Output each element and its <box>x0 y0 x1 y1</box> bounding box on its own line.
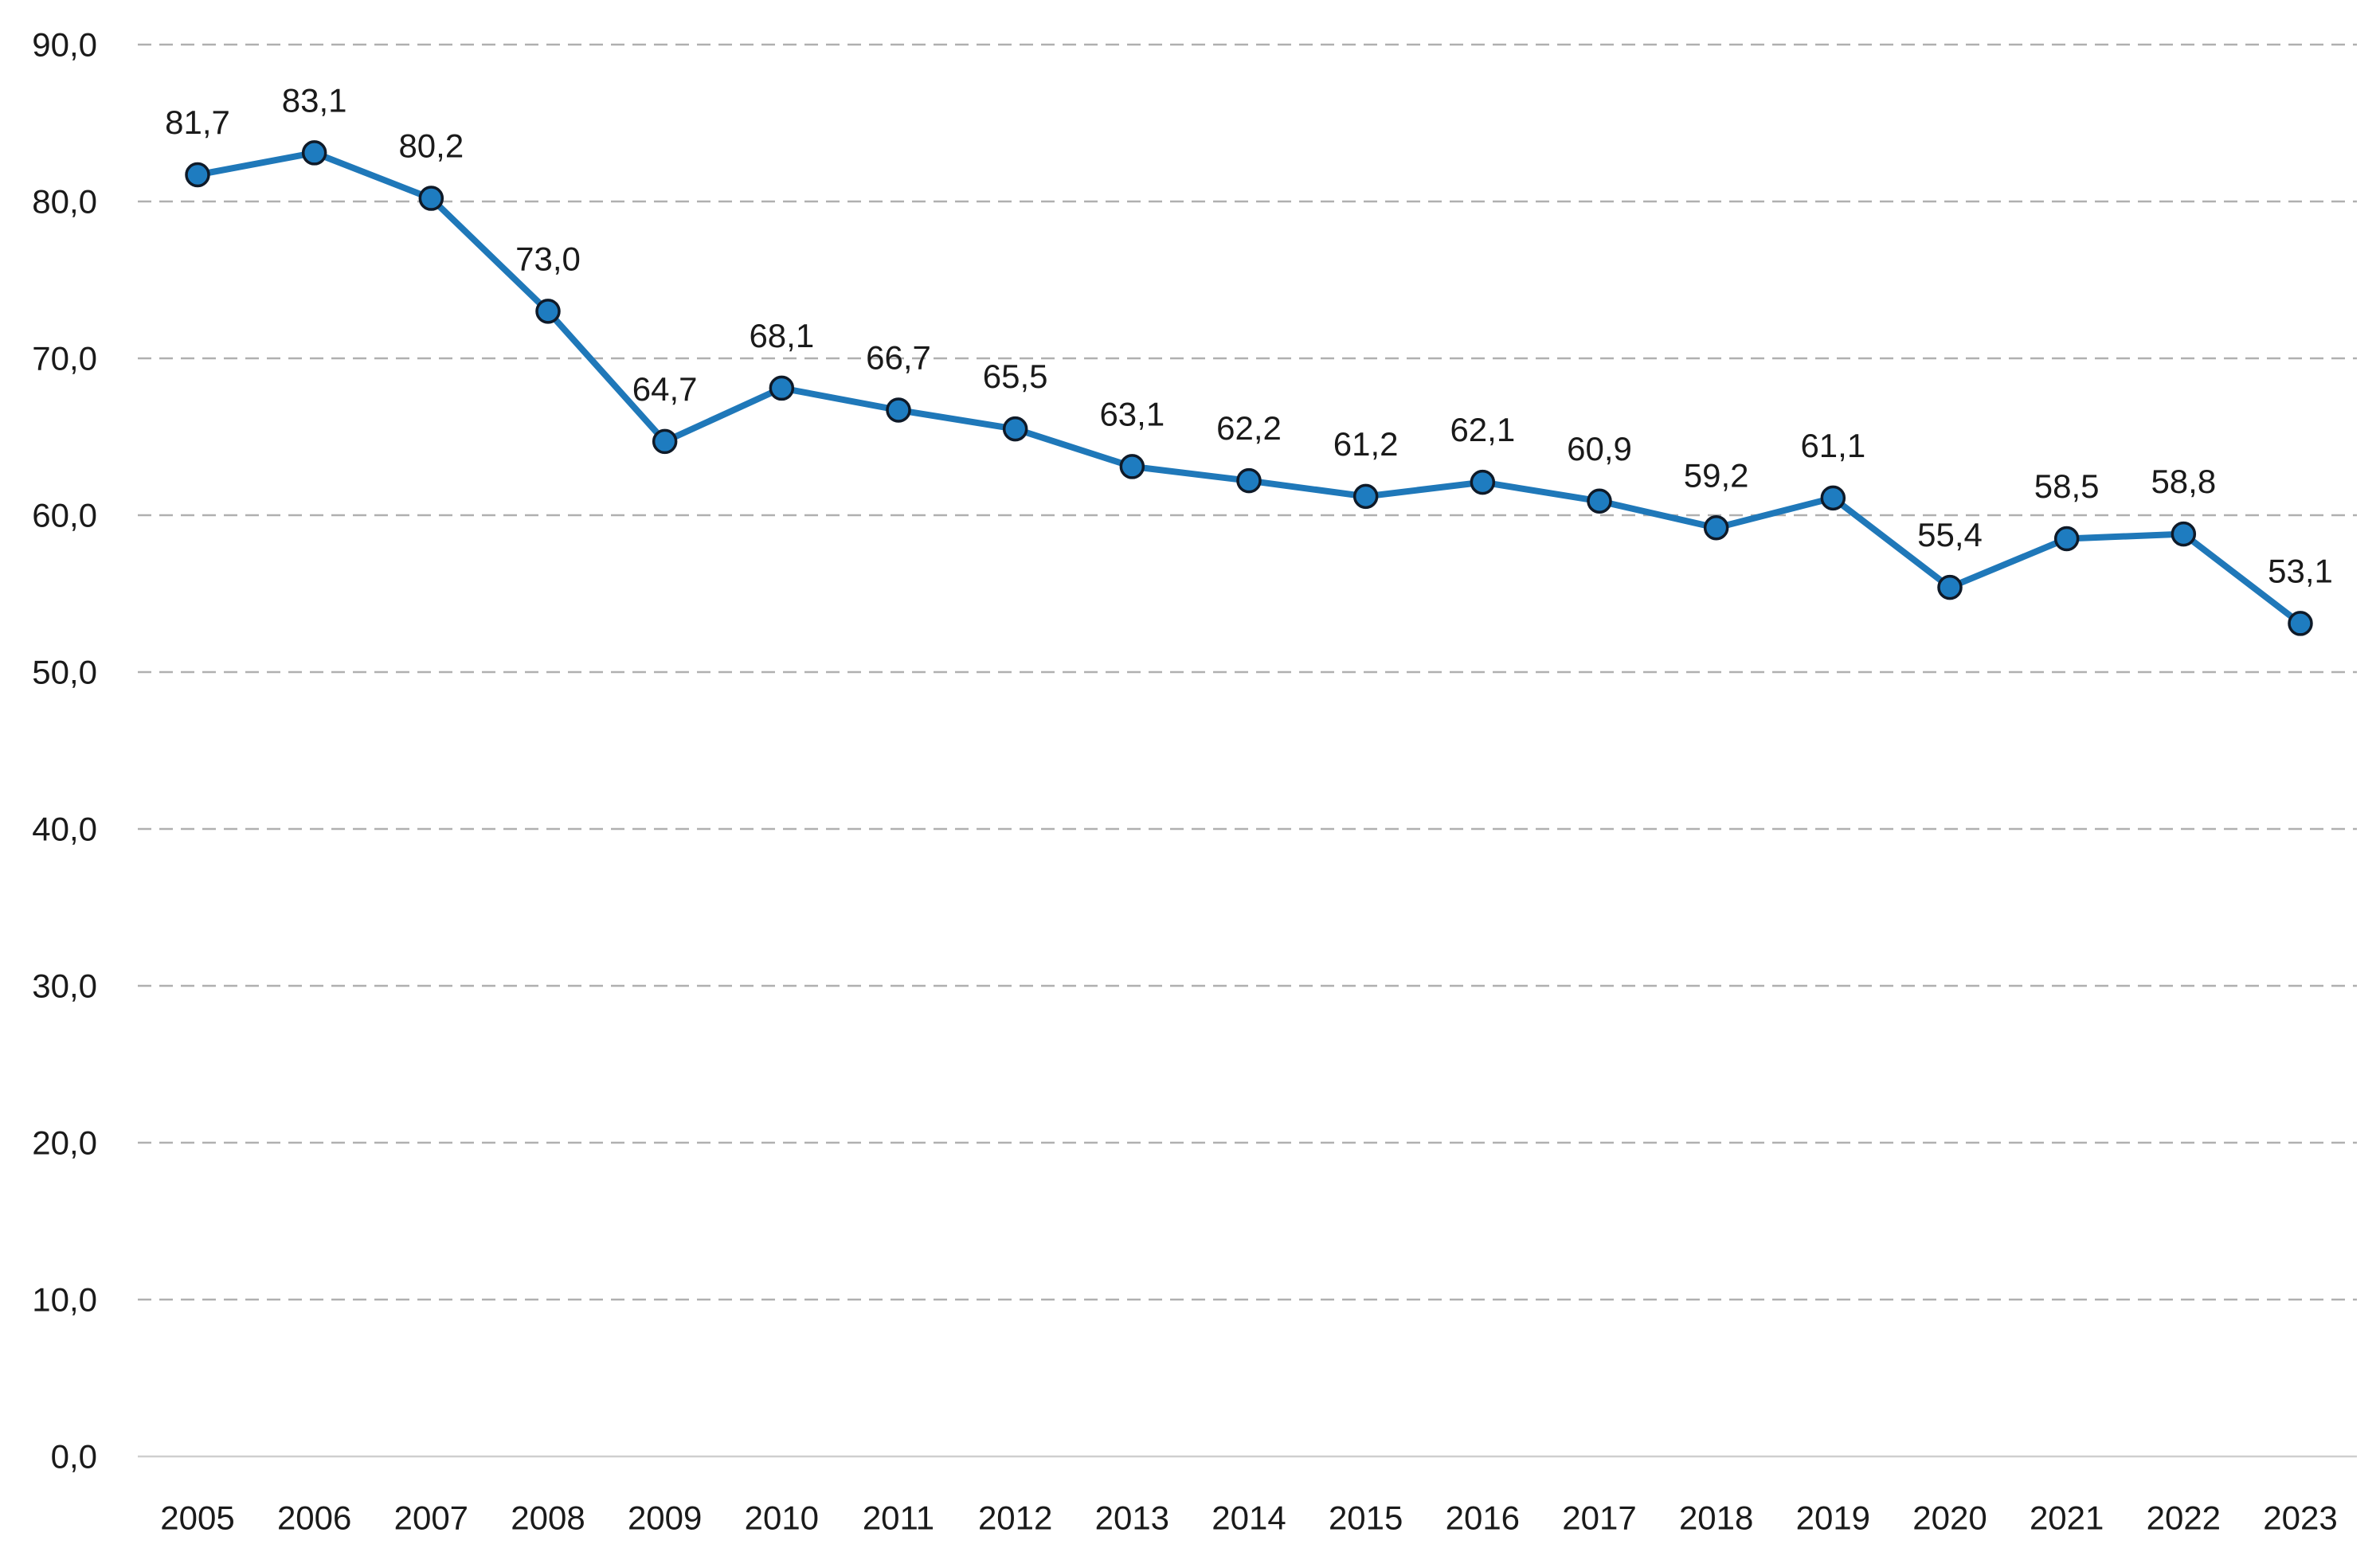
x-tick-label: 2010 <box>745 1499 819 1537</box>
x-tick-label: 2011 <box>863 1499 934 1537</box>
data-point <box>1352 483 1379 510</box>
data-label: 53,1 <box>2268 552 2333 589</box>
x-tick-label: 2018 <box>1679 1499 1753 1537</box>
data-label: 64,7 <box>632 370 698 408</box>
y-tick-label: 20,0 <box>32 1124 97 1162</box>
gridlines <box>138 43 2357 1458</box>
x-tick-label: 2015 <box>1329 1499 1403 1537</box>
x-tick-label: 2014 <box>1212 1499 1286 1537</box>
y-tick-label: 90,0 <box>32 26 97 64</box>
data-label: 60,9 <box>1567 430 1632 467</box>
data-point <box>301 140 327 166</box>
data-label: 58,8 <box>2151 463 2216 500</box>
data-label: 80,2 <box>398 127 464 165</box>
data-label: 73,0 <box>515 240 581 277</box>
x-tick-label: 2005 <box>160 1499 234 1537</box>
data-point <box>886 397 911 423</box>
data-point <box>2171 521 2197 547</box>
data-point <box>2053 526 2080 552</box>
y-tick-label: 0,0 <box>51 1438 97 1476</box>
data-label: 61,2 <box>1333 425 1399 463</box>
data-label: 59,2 <box>1684 456 1749 494</box>
data-point <box>1587 488 1612 514</box>
data-markers <box>185 140 2313 636</box>
data-point <box>1937 574 1963 600</box>
data-point <box>185 162 210 188</box>
data-value-labels: 81,7 83,1 80,2 73,0 64,7 68,1 66,7 65,5 63,1 62,2… <box>165 81 2333 589</box>
y-axis-tick-labels: 0,0 10,0 20,0 30,0 40,0 50,0 60,0 70,0 80,0 90,0 <box>32 26 97 1476</box>
x-tick-label: 2020 <box>1912 1499 1987 1537</box>
data-label: 58,5 <box>2034 467 2100 505</box>
series-line <box>194 149 2304 627</box>
data-point <box>535 299 561 324</box>
data-point <box>1119 454 1145 479</box>
data-label: 61,1 <box>1800 427 1865 464</box>
data-label: 81,7 <box>165 104 230 141</box>
x-tick-label: 2019 <box>1796 1499 1870 1537</box>
y-tick-label: 80,0 <box>32 183 97 221</box>
data-label: 62,2 <box>1216 409 1282 447</box>
data-point <box>769 375 795 401</box>
data-label: 68,1 <box>749 317 814 354</box>
y-tick-label: 10,0 <box>32 1281 97 1319</box>
x-tick-label: 2008 <box>511 1499 585 1537</box>
y-tick-label: 30,0 <box>32 968 97 1005</box>
y-tick-label: 70,0 <box>32 340 97 377</box>
data-point <box>1236 467 1262 494</box>
data-label: 66,7 <box>866 339 931 377</box>
data-series <box>194 149 2304 627</box>
y-tick-label: 60,0 <box>32 497 97 534</box>
data-point <box>652 428 678 455</box>
data-label: 65,5 <box>983 358 1048 395</box>
x-tick-label: 2017 <box>1562 1499 1636 1537</box>
data-label: 62,1 <box>1450 411 1515 448</box>
x-tick-label: 2012 <box>978 1499 1052 1537</box>
data-label: 63,1 <box>1099 395 1165 432</box>
x-tick-label: 2021 <box>2030 1499 2104 1537</box>
data-point <box>1470 469 1496 495</box>
data-point <box>1002 416 1028 442</box>
data-point <box>1820 485 1846 511</box>
data-label: 83,1 <box>282 81 347 119</box>
y-tick-label: 40,0 <box>32 811 97 848</box>
data-label: 55,4 <box>1917 516 1983 553</box>
y-tick-label: 50,0 <box>32 654 97 691</box>
x-tick-label: 2023 <box>2263 1499 2337 1537</box>
data-point <box>2288 611 2313 636</box>
data-point <box>1703 515 1729 541</box>
x-tick-label: 2009 <box>628 1499 702 1537</box>
x-tick-label: 2006 <box>277 1499 351 1537</box>
data-point <box>418 186 444 211</box>
x-tick-label: 2013 <box>1095 1499 1169 1537</box>
x-tick-label: 2016 <box>1446 1499 1520 1537</box>
x-axis-tick-labels: 2005 2006 2007 2008 2009 2010 2011 2012 2013 2014… <box>160 1499 2337 1537</box>
x-tick-label: 2022 <box>2147 1499 2221 1537</box>
x-tick-label: 2007 <box>394 1499 468 1537</box>
